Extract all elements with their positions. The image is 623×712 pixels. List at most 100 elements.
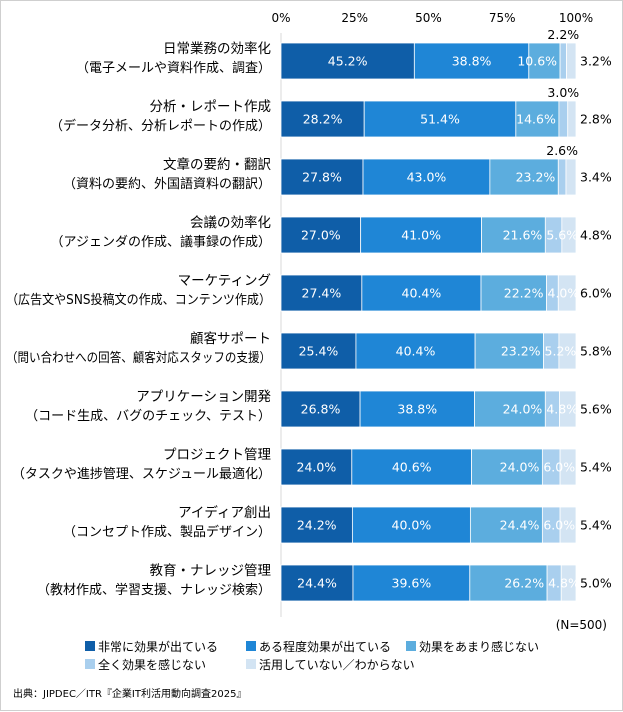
category-detail: （広告文やSNS投稿文の作成、コンテンツ作成） [6,292,271,308]
bar-segment [565,158,577,196]
data-label: 27.4% [302,286,342,301]
data-label: 40.0% [392,518,432,533]
legend-label: 非常に効果が出ている [98,639,218,654]
bar-segment [280,390,361,428]
bar-segment [559,390,577,428]
x-tick-label: 100% [559,11,593,25]
bar-segment [352,564,471,602]
bar-segment [560,564,577,602]
x-tick-label: 25% [341,11,368,25]
data-label: 39.6% [392,576,432,591]
category-detail: （コンセプト作成、製品デザイン） [63,524,271,540]
legend-swatch [85,659,95,669]
value-labels: 45.2% 38.8% 10.6% 2.2%3.2% 28.2% 51.4% 14.6% 3.… [297,27,612,591]
data-label: 41.0% [401,228,441,243]
data-label: 5.8% [580,344,612,359]
data-label: 5.2% [545,344,577,359]
category-label: 会議の効率化 [190,214,271,231]
data-label: 2.6% [546,143,578,158]
bar-segment [489,158,559,196]
data-label: 5.4% [580,460,612,475]
bar-segment [559,506,577,544]
data-label: 5.6% [546,228,578,243]
category-detail: （コード生成、バグのチェック、テスト） [25,409,271,424]
data-label: 24.0% [297,460,337,475]
legend: 非常に効果が出ている ある程度効果が出ている 効果をあまり感じない全く効果を感じない… [85,639,539,672]
data-label: 24.4% [297,576,337,591]
bar-segment [359,390,475,428]
legend-swatch [406,641,416,651]
category-detail: （資料の要約、外国語資料の翻訳） [63,176,271,192]
data-label: 40.4% [396,344,436,359]
sample-size-note: (N=500) [556,618,607,632]
category-detail: （アジェンダの作成、議事録の作成） [51,235,271,250]
data-label: 45.2% [328,54,368,69]
bar-segment [360,216,482,254]
data-label: 24.0% [503,402,543,417]
data-label: 26.8% [301,402,341,417]
data-label: 24.4% [500,518,540,533]
data-label: 27.0% [301,228,341,243]
data-label: 6.0% [580,286,612,301]
category-label: プロジェクト管理 [163,447,271,463]
data-label: 2.8% [580,112,612,127]
legend-label: ある程度効果が出ている [259,639,391,654]
data-label: 26.2% [504,576,544,591]
legend-swatch [85,641,95,651]
bar-segment [362,158,491,196]
category-detail: （教材作成、学習支援、ナレッジ検索） [37,582,271,598]
data-label: 4.8% [580,228,612,243]
category-label: 教育・ナレッジ管理 [150,563,272,579]
data-label: 4.8% [546,402,578,417]
legend-label: 効果をあまり感じない [419,639,539,654]
data-label: 40.6% [392,460,432,475]
bar-segment [280,100,365,138]
data-label: 51.4% [420,112,460,127]
category-detail: （データ分析、分析レポートの作成） [50,118,271,134]
bar-segment [567,100,577,138]
bar-segment [474,390,546,428]
bar-segment [471,448,543,486]
bar-segment [559,448,577,486]
bar-segment [561,216,577,254]
bar-segment [280,332,357,370]
data-label: 14.6% [516,112,556,127]
bar-segment [280,448,353,486]
bar-segment [280,564,354,602]
data-label: 23.2% [516,170,556,185]
category-label: 顧客サポート [190,330,271,347]
category-detail: （問い合わせへの回答、顧客対応スタッフの支援） [6,350,271,366]
x-tick-label: 0% [271,11,290,25]
data-label: 40.4% [402,286,442,301]
data-label: 3.0% [547,85,579,100]
bar-segment [474,332,544,370]
x-tick-label: 50% [415,11,442,25]
category-labels: 日常業務の効率化 （電子メールや資料作成、調査） 分析・レポート作成 （データ分析、分… [6,40,271,598]
category-label: アプリケーション開発 [136,389,271,405]
bar-segment [559,42,567,80]
bar-segment [480,274,547,312]
bar-segment [413,42,530,80]
data-label: 25.4% [299,344,339,359]
data-label: 5.4% [580,518,612,533]
bar-segment [558,100,569,138]
bar-segment [557,158,567,196]
data-label: 10.6% [517,54,557,69]
data-label: 24.0% [500,460,540,475]
data-label: 5.6% [580,402,612,417]
data-label: 4.0% [548,286,580,301]
legend-label: 活用していない／わからない [259,658,415,672]
bar-segment [280,506,353,544]
data-label: 6.0% [543,460,575,475]
category-label: マーケティング [178,273,271,289]
data-label: 24.2% [297,518,337,533]
bars [280,42,577,602]
bar-segment [351,506,471,544]
category-label: 文章の要約・翻訳 [163,156,271,173]
category-detail: （電子メールや資料作成、調査） [76,61,271,76]
legend-label: 全く効果を感じない [98,657,206,672]
data-label: 6.0% [543,518,575,533]
category-label: 日常業務の効率化 [163,40,271,57]
